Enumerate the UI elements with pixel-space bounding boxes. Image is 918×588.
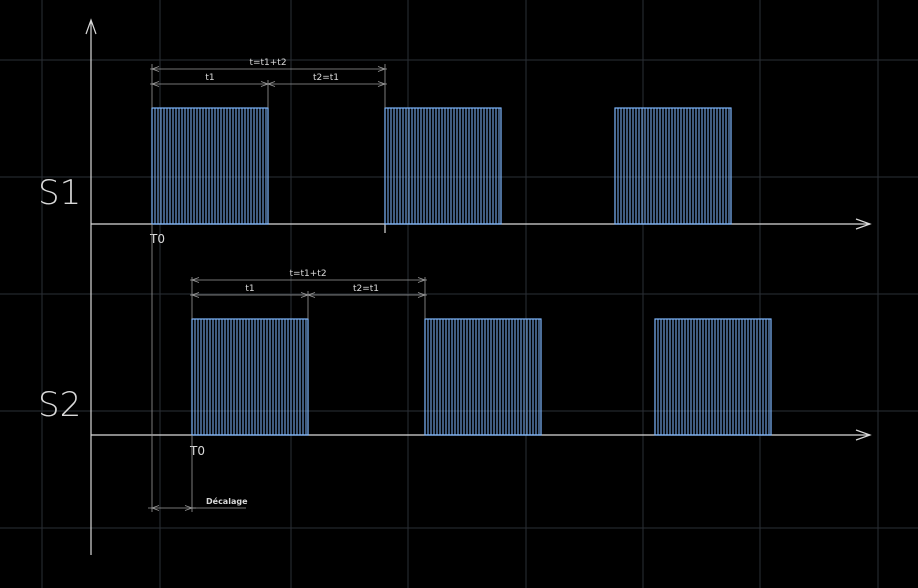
signal-s2-dimensions: t=t1+t2 t1 t2=t1 bbox=[190, 269, 427, 319]
s2-pulse-outline bbox=[191, 318, 309, 436]
dimension-arrowhead bbox=[377, 81, 387, 87]
signal-s2-pulses bbox=[191, 318, 772, 436]
dimension-arrowhead bbox=[377, 66, 387, 72]
offset-dimension: Décalage bbox=[148, 224, 248, 512]
dimension-arrowhead bbox=[300, 292, 310, 298]
s2-t1-label: t1 bbox=[245, 284, 254, 294]
dimension-arrowhead bbox=[150, 81, 160, 87]
signal-s1-dimensions: t=t1+t2 t1 t2=t1 bbox=[150, 58, 387, 108]
s2-pulse-3 bbox=[654, 318, 772, 436]
s1-pulse-2 bbox=[384, 107, 502, 225]
s2-pulse-2 bbox=[424, 318, 542, 436]
dimension-arrowhead bbox=[184, 505, 194, 511]
signal-s1: S1 T0 t=t1+t2 t1 t2=t1 bbox=[38, 58, 872, 246]
s1-t1-label: t1 bbox=[205, 73, 214, 83]
dimension-arrowhead bbox=[417, 277, 427, 283]
dimension-arrowhead bbox=[190, 277, 200, 283]
s2-period-label: t=t1+t2 bbox=[289, 269, 326, 279]
s1-period-label: t=t1+t2 bbox=[249, 58, 286, 68]
dimension-arrowhead bbox=[260, 81, 270, 87]
dimension-arrowhead bbox=[150, 66, 160, 72]
signal-s2-label: S2 bbox=[38, 385, 81, 425]
signal-s1-origin-label: T0 bbox=[149, 232, 165, 246]
signal-s2-axis-arrowhead bbox=[855, 429, 872, 441]
dimension-arrowhead bbox=[150, 505, 160, 511]
s1-pulse-outline bbox=[384, 107, 502, 225]
s1-pulse-1 bbox=[151, 107, 269, 225]
s1-pulse-outline bbox=[614, 107, 732, 225]
signal-s1-pulses bbox=[151, 107, 732, 225]
s2-t2-label: t2=t1 bbox=[353, 284, 379, 294]
s1-pulse-outline bbox=[151, 107, 269, 225]
signal-s2: S2 T0 t=t1+t2 t1 t2=t1 bbox=[38, 269, 872, 458]
signal-s1-axis-arrowhead bbox=[855, 218, 872, 230]
dimension-arrowhead bbox=[190, 292, 200, 298]
s2-pulse-outline bbox=[424, 318, 542, 436]
s2-pulse-1 bbox=[191, 318, 309, 436]
s1-pulse-3 bbox=[614, 107, 732, 225]
offset-label: Décalage bbox=[206, 496, 248, 506]
signal-s2-origin-label: T0 bbox=[189, 444, 205, 458]
vertical-axis-arrowhead bbox=[85, 18, 97, 35]
signal-s1-label: S1 bbox=[38, 173, 81, 213]
s1-t2-label: t2=t1 bbox=[313, 73, 339, 83]
dimension-arrowhead bbox=[417, 292, 427, 298]
s2-pulse-outline bbox=[654, 318, 772, 436]
